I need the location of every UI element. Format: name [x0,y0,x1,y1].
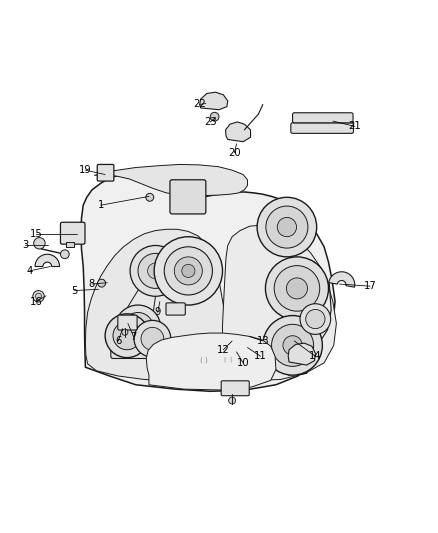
FancyBboxPatch shape [170,180,206,214]
Text: |  |: | | [224,357,232,362]
Polygon shape [94,165,247,196]
Polygon shape [223,225,336,381]
Text: 13: 13 [257,336,269,346]
Circle shape [98,279,106,287]
Text: 5: 5 [71,286,78,296]
Circle shape [263,316,322,375]
FancyBboxPatch shape [60,222,85,244]
Text: 23: 23 [204,117,216,127]
Text: 6: 6 [115,336,121,346]
FancyBboxPatch shape [166,303,185,315]
Circle shape [146,193,154,201]
Circle shape [164,247,212,295]
Circle shape [130,246,181,296]
Text: 16: 16 [29,296,42,306]
Text: 9: 9 [155,308,161,318]
Wedge shape [35,254,60,266]
Circle shape [33,290,44,302]
Text: 19: 19 [79,165,92,175]
FancyBboxPatch shape [111,336,151,359]
FancyBboxPatch shape [293,113,353,123]
Text: 11: 11 [254,351,267,361]
Text: 20: 20 [228,148,240,158]
Circle shape [115,305,161,351]
FancyBboxPatch shape [97,165,114,181]
Circle shape [34,238,45,249]
Circle shape [131,321,145,335]
Circle shape [182,264,195,278]
FancyBboxPatch shape [221,381,249,395]
Circle shape [229,397,236,404]
Text: 17: 17 [364,281,377,291]
Circle shape [286,278,307,299]
Circle shape [105,314,149,358]
Circle shape [154,237,223,305]
Text: 1: 1 [98,200,104,210]
Text: 14: 14 [309,351,321,361]
Circle shape [113,322,141,350]
Polygon shape [226,122,251,142]
Circle shape [210,112,219,121]
Circle shape [148,263,163,279]
Circle shape [300,304,331,334]
Text: 8: 8 [89,279,95,289]
Circle shape [134,320,171,357]
Circle shape [257,197,317,257]
Polygon shape [81,174,335,391]
Text: 10: 10 [237,358,249,368]
Text: 4: 4 [27,266,33,276]
Text: ( ): ( ) [200,356,208,362]
Polygon shape [288,343,315,365]
Text: 12: 12 [217,345,230,355]
Text: 3: 3 [22,240,28,251]
Circle shape [306,310,325,329]
Circle shape [274,265,320,311]
Circle shape [174,257,202,285]
Circle shape [138,253,173,288]
Text: 21: 21 [348,122,361,131]
Circle shape [272,324,314,366]
Polygon shape [146,333,276,390]
Text: 7: 7 [131,332,137,342]
Circle shape [277,217,297,237]
Bar [66,241,74,247]
FancyBboxPatch shape [291,123,353,133]
Circle shape [35,293,42,300]
Polygon shape [85,229,228,381]
Circle shape [265,257,328,320]
Circle shape [122,329,128,335]
Wedge shape [328,272,355,287]
FancyBboxPatch shape [118,315,137,330]
Circle shape [266,206,308,248]
Circle shape [123,312,153,343]
Text: 22: 22 [193,100,206,109]
Circle shape [283,336,302,355]
Circle shape [141,327,164,350]
Polygon shape [200,92,228,110]
Circle shape [60,250,69,259]
Text: 15: 15 [29,229,42,239]
